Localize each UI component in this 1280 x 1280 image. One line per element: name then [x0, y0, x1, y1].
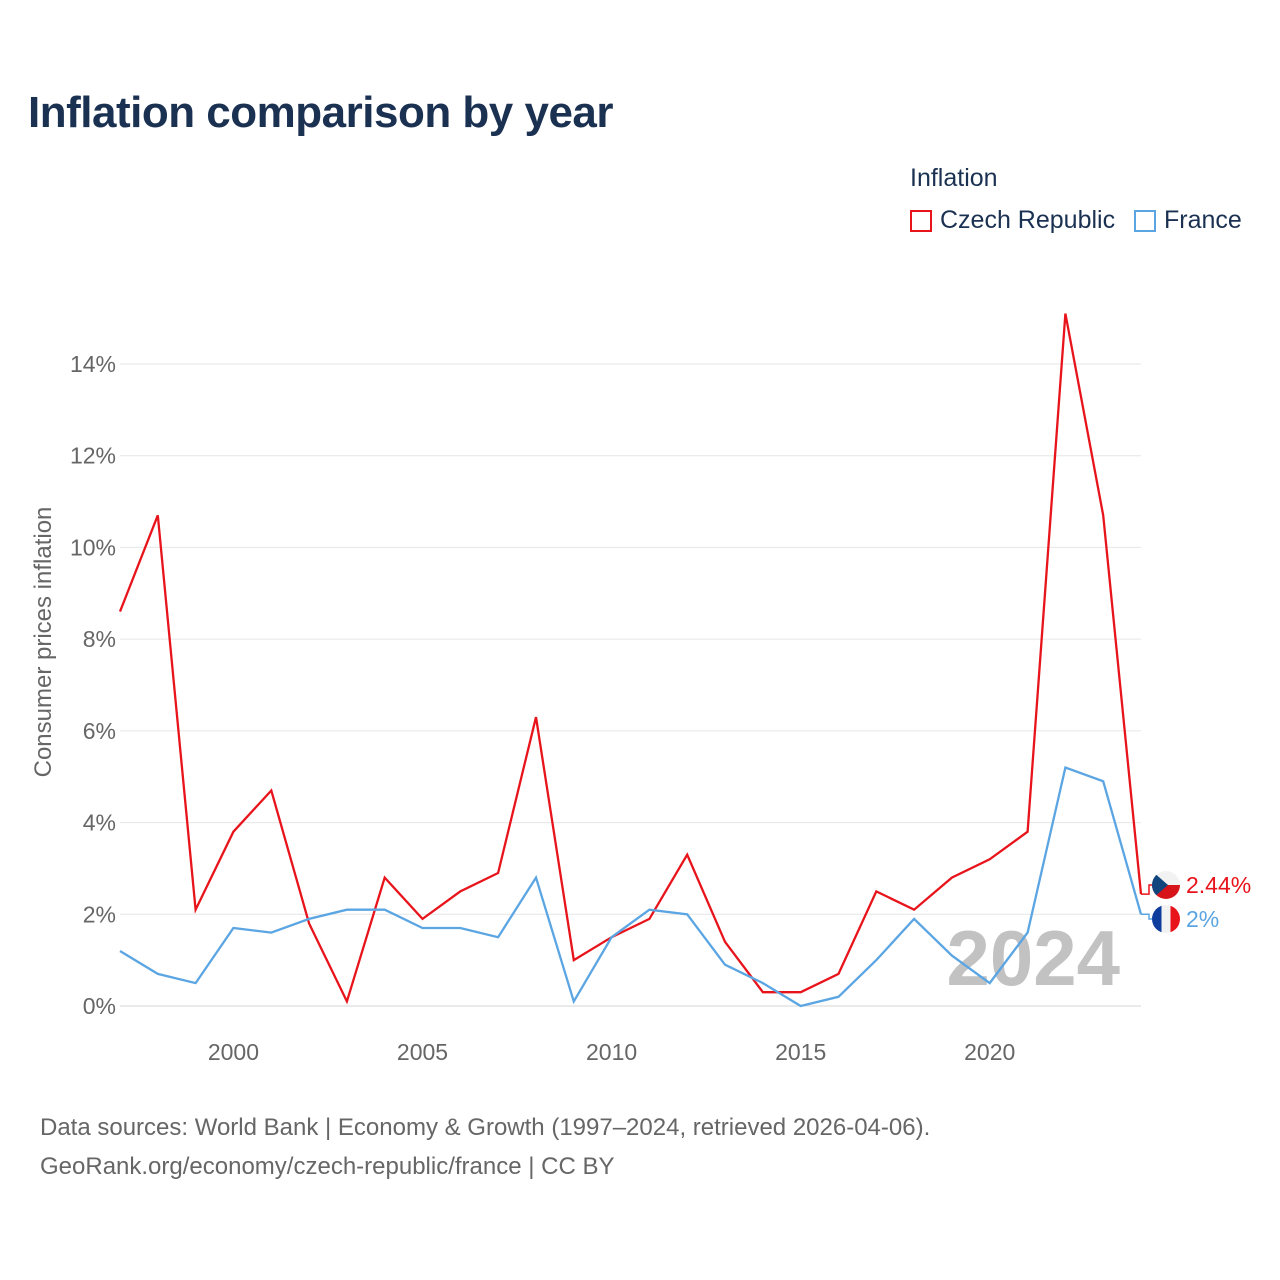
- current-year-watermark: 2024: [946, 914, 1120, 1002]
- data-point-france-2023: [1101, 779, 1105, 783]
- source-note: Data sources: World Bank | Economy & Gro…: [40, 1108, 930, 1186]
- data-point-czech-republic-2017: [874, 889, 878, 893]
- y-tick-label-8: 8%: [83, 626, 116, 652]
- y-tick-label-10: 10%: [70, 534, 116, 560]
- x-tick-label-2005: 2005: [397, 1039, 448, 1065]
- data-point-czech-republic-2016: [836, 972, 840, 976]
- data-point-france-2021: [1026, 931, 1030, 935]
- czech-flag-blue: [1152, 871, 1168, 899]
- data-point-czech-republic-2008: [534, 715, 538, 719]
- y-tick-label-0: 0%: [83, 993, 116, 1019]
- data-point-czech-republic-2003: [345, 999, 349, 1003]
- end-connector-france: [1141, 913, 1152, 920]
- data-point-france-2000: [231, 926, 235, 930]
- data-point-czech-republic-2012: [685, 853, 689, 857]
- y-tick-label-4: 4%: [83, 810, 116, 836]
- x-tick-label-2015: 2015: [775, 1039, 826, 1065]
- data-point-france-2008: [534, 876, 538, 880]
- france-flag-fill: [1152, 905, 1180, 933]
- data-point-france-2006: [458, 926, 462, 930]
- x-tick-label-2020: 2020: [964, 1039, 1015, 1065]
- series-line-france: [119, 765, 1143, 1008]
- data-point-france-1999: [194, 981, 198, 985]
- data-point-czech-republic-2021: [1026, 830, 1030, 834]
- czech-flag-fill: [1152, 871, 1180, 899]
- data-point-france-2019: [950, 954, 954, 958]
- gridlines: [120, 363, 1141, 1007]
- y-axis-ticks: 0% 2% 4% 6% 8% 10% 12% 14%: [70, 351, 116, 1019]
- y-tick-label-2: 2%: [83, 901, 116, 927]
- france-flag-white: [1161, 905, 1171, 933]
- data-point-czech-republic-2009: [572, 958, 576, 962]
- y-tick-label-14: 14%: [70, 351, 116, 377]
- x-axis-ticks: 2000 2005 2010 2015 2020: [208, 1039, 1015, 1065]
- data-point-czech-republic-2005: [421, 917, 425, 921]
- legend-title: Inflation: [910, 164, 998, 192]
- data-point-czech-republic-2011: [647, 917, 651, 921]
- france-flag: [1152, 905, 1180, 933]
- end-label-france: 2%: [1186, 906, 1219, 932]
- data-point-czech-republic-2019: [950, 876, 954, 880]
- data-point-czech-republic-1998: [156, 513, 160, 517]
- data-point-czech-republic-2004: [383, 876, 387, 880]
- data-point-czech-republic-2020: [988, 857, 992, 861]
- france-flag-red: [1170, 905, 1180, 933]
- data-point-france-2017: [874, 958, 878, 962]
- data-point-france-2009: [572, 999, 576, 1003]
- data-point-france-2015: [799, 1004, 803, 1008]
- x-tick-label-2000: 2000: [208, 1039, 259, 1065]
- series-end-labels: 2.44% 2%: [1141, 871, 1251, 933]
- data-point-france-2011: [647, 908, 651, 912]
- y-tick-label-12: 12%: [70, 443, 116, 469]
- data-point-czech-republic-2018: [912, 908, 916, 912]
- data-point-france-2013: [723, 963, 727, 967]
- data-point-france-2004: [383, 908, 387, 912]
- data-point-czech-republic-2022: [1063, 312, 1067, 316]
- legend-swatch-france: [1134, 209, 1156, 232]
- data-point-france-2012: [685, 912, 689, 916]
- data-point-czech-republic-2023: [1101, 513, 1105, 517]
- data-point-france-2018: [912, 917, 916, 921]
- y-axis-title: Consumer prices inflation: [30, 507, 57, 778]
- y-tick-label-6: 6%: [83, 718, 116, 744]
- czech-flag: [1152, 871, 1180, 899]
- data-point-france-2005: [421, 926, 425, 930]
- data-point-czech-republic-2006: [458, 889, 462, 893]
- data-point-czech-republic-2001: [269, 788, 273, 792]
- legend-label-czech-republic: Czech Republic: [940, 206, 1116, 234]
- france-flag-blue: [1152, 905, 1162, 933]
- end-label-czech-republic: 2.44%: [1186, 872, 1251, 898]
- data-point-france-1998: [156, 972, 160, 976]
- data-point-czech-republic-1997: [118, 610, 122, 614]
- legend-item-czech-republic[interactable]: Czech Republic: [910, 206, 1115, 235]
- data-point-czech-republic-2007: [496, 871, 500, 875]
- chart-title: Inflation comparison by year: [28, 88, 614, 137]
- data-point-france-1997: [118, 949, 122, 953]
- data-point-france-2001: [269, 931, 273, 935]
- legend-item-france[interactable]: France: [1134, 206, 1242, 235]
- series-lines: [118, 312, 1143, 1008]
- data-point-czech-republic-2002: [307, 921, 311, 925]
- line-chart: 0% 2% 4% 6% 8% 10% 12% 14% 2000 2005 2010 2015 2020…: [30, 312, 1251, 1065]
- legend-swatch-czech-republic: [910, 209, 932, 232]
- source-line-1: Data sources: World Bank | Economy & Gro…: [40, 1114, 931, 1141]
- data-point-france-2003: [345, 908, 349, 912]
- data-point-france-2007: [496, 935, 500, 939]
- legend-label-france: France: [1164, 206, 1242, 234]
- data-point-czech-republic-2013: [723, 940, 727, 944]
- data-point-france-2020: [988, 981, 992, 985]
- data-point-france-2002: [307, 917, 311, 921]
- x-tick-label-2010: 2010: [586, 1039, 637, 1065]
- data-point-france-2010: [610, 935, 614, 939]
- end-connector-czech-republic: [1141, 884, 1152, 895]
- series-line-czech-republic: [118, 313, 1143, 1005]
- data-point-czech-republic-2015: [799, 990, 803, 994]
- data-point-france-2022: [1063, 766, 1067, 770]
- data-point-czech-republic-2000: [231, 830, 235, 834]
- source-line-2: GeoRank.org/economy/czech-republic/franc…: [40, 1153, 615, 1180]
- data-point-france-2014: [761, 981, 765, 985]
- data-point-czech-republic-1999: [194, 908, 198, 912]
- data-point-czech-republic-2014: [761, 990, 765, 994]
- data-point-france-2016: [836, 995, 840, 999]
